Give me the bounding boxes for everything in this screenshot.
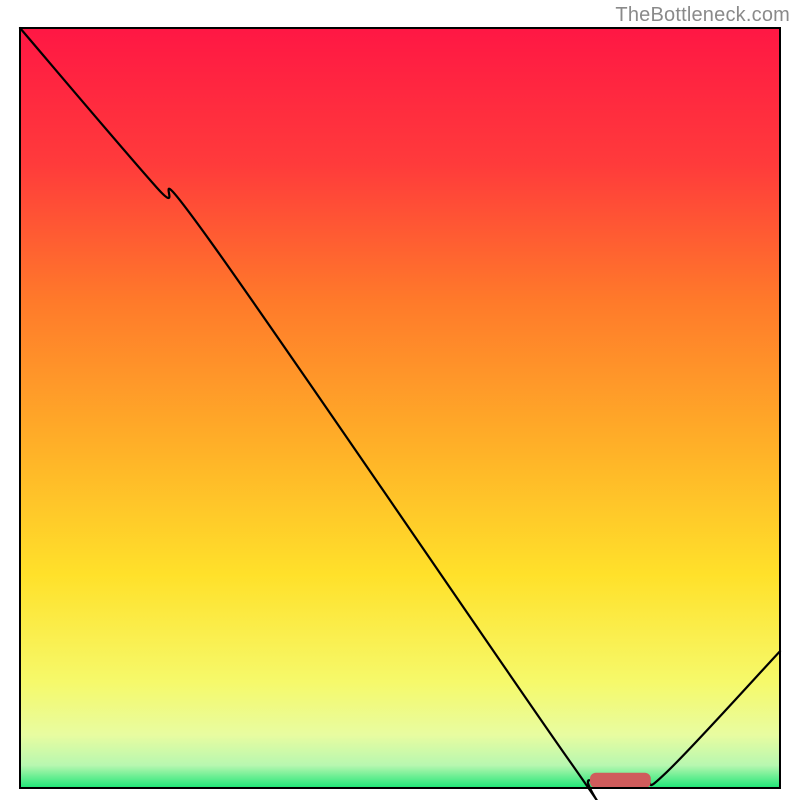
chart-svg xyxy=(0,0,800,800)
bottleneck-chart: TheBottleneck.com xyxy=(0,0,800,800)
watermark-text: TheBottleneck.com xyxy=(615,4,790,27)
gradient-background xyxy=(20,28,780,788)
optimum-marker xyxy=(590,773,651,788)
